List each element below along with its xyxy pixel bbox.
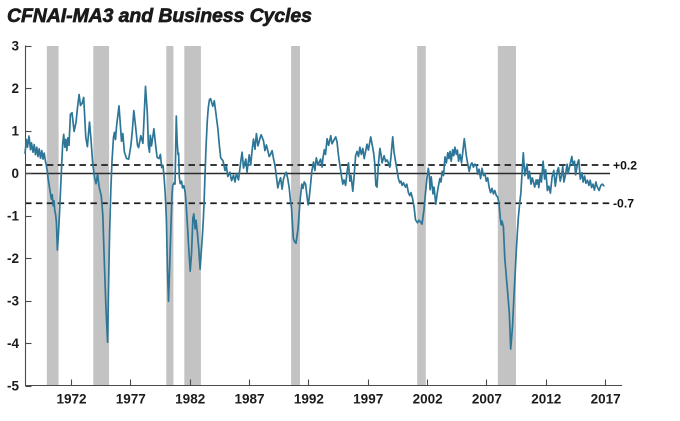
svg-text:1992: 1992 (294, 392, 324, 407)
svg-text:1972: 1972 (56, 392, 86, 407)
svg-text:2002: 2002 (413, 392, 443, 407)
svg-text:-1: -1 (7, 209, 19, 224)
svg-text:0: 0 (11, 166, 19, 181)
svg-text:1977: 1977 (116, 392, 146, 407)
svg-text:1: 1 (11, 124, 19, 139)
svg-text:2017: 2017 (591, 392, 621, 407)
svg-text:3: 3 (11, 39, 19, 54)
svg-text:-2: -2 (7, 251, 19, 266)
svg-text:2: 2 (11, 81, 19, 96)
svg-text:1982: 1982 (175, 392, 205, 407)
svg-text:-3: -3 (7, 294, 19, 309)
svg-text:1997: 1997 (353, 392, 383, 407)
svg-text:2012: 2012 (531, 392, 561, 407)
svg-text:-4: -4 (7, 336, 19, 351)
svg-text:-5: -5 (7, 379, 19, 394)
svg-text:2007: 2007 (472, 392, 502, 407)
svg-text:1987: 1987 (234, 392, 264, 407)
svg-text:+0.2: +0.2 (613, 158, 637, 172)
svg-text:-0.7: -0.7 (613, 197, 634, 211)
